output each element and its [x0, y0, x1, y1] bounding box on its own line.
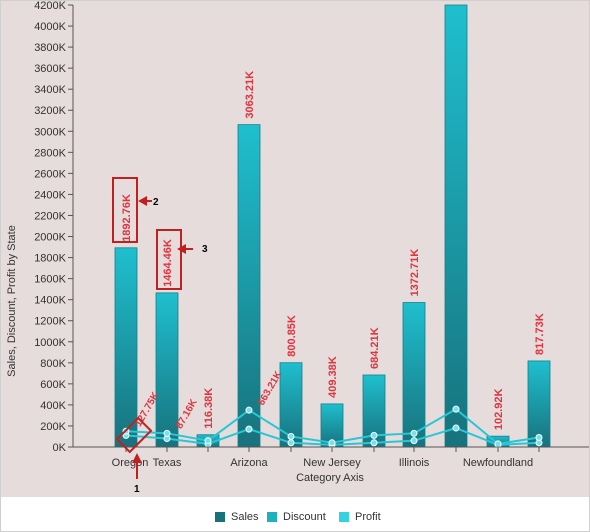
legend-label-discount: Discount	[283, 511, 326, 523]
x-tick-label: Newfoundland	[463, 457, 533, 469]
x-axis: Oregon Texas Arizona New Jersey Illinois Newf…	[73, 446, 589, 469]
legend-item-discount[interactable]: Discount	[267, 511, 326, 523]
callout-box-2	[112, 177, 138, 243]
y-tick-label: 1600K	[34, 274, 66, 286]
y-tick-label: 3200K	[34, 105, 66, 117]
profit-point	[452, 405, 460, 413]
y-tick-label: 2800K	[34, 147, 66, 159]
y-tick-label: 2000K	[34, 232, 66, 244]
sales-bar	[114, 247, 138, 448]
y-tick-label: 1200K	[34, 316, 66, 328]
y-axis-title: Sales, Discount, Profit by State	[6, 225, 18, 377]
callout-box-3	[156, 229, 182, 290]
x-axis-title: Category Axis	[296, 472, 364, 484]
y-tick-label: 3400K	[34, 84, 66, 96]
profit-point	[494, 440, 502, 448]
legend: Sales Discount Profit	[1, 497, 589, 531]
y-axis: 0K 200K 400K 600K 800K 1000K 1200K 1400K 1600K 18…	[34, 0, 74, 454]
y-tick-label: 4000K	[34, 21, 66, 33]
sales-data-label: 817.73K	[534, 313, 546, 355]
discount-point	[370, 439, 378, 447]
profit-point	[535, 434, 543, 442]
y-tick-label: 3000K	[34, 126, 66, 138]
sales-bar	[444, 4, 468, 448]
sales-data-label: 102.92K	[493, 389, 505, 431]
legend-item-sales[interactable]: Sales	[215, 511, 259, 523]
discount-point	[287, 439, 295, 447]
legend-label-sales: Sales	[231, 511, 259, 523]
sales-data-label: 1464.46K	[162, 239, 174, 287]
discount-point	[410, 437, 418, 445]
callout-arrow-2-head	[138, 196, 147, 206]
sales-data-label: 1372.71K	[409, 249, 421, 297]
y-tick-label: 400K	[40, 400, 66, 412]
callout-number-2: 2	[153, 197, 159, 208]
callout-number-3: 3	[202, 244, 208, 255]
y-tick-label: 800K	[40, 358, 66, 370]
y-tick-label: 2600K	[34, 168, 66, 180]
x-tick-label: Arizona	[230, 457, 268, 469]
y-tick-label: 1000K	[34, 337, 66, 349]
sales-bars	[114, 4, 551, 448]
y-tick-label: 2200K	[34, 210, 66, 222]
callout-arrow-1-head	[132, 453, 142, 463]
legend-swatch-discount	[267, 512, 277, 522]
profit-point	[204, 437, 212, 445]
legend-swatch-sales	[215, 512, 225, 522]
annotation-callouts: 2 3 1	[112, 177, 208, 495]
y-tick-label: 4200K	[34, 1, 66, 12]
x-tick-label: New Jersey	[303, 457, 361, 469]
callout-arrow-3-head	[177, 244, 186, 254]
legend-swatch-profit	[339, 512, 349, 522]
x-tick-label: Oregon	[112, 457, 149, 469]
sales-data-label: 800.85K	[286, 315, 298, 357]
y-tick-label: 2400K	[34, 189, 66, 201]
y-tick-label: 600K	[40, 379, 66, 391]
profit-point	[163, 429, 171, 437]
profit-point	[245, 406, 253, 414]
callout-number-1: 1	[134, 484, 140, 495]
sales-bar	[237, 124, 261, 448]
sales-bar	[402, 302, 426, 448]
sales-data-label: 1892.76K	[121, 194, 133, 242]
profit-point	[370, 431, 378, 439]
y-tick-label: 1800K	[34, 253, 66, 265]
y-tick-label: 1400K	[34, 295, 66, 307]
sales-data-label: 409.38K	[327, 356, 339, 398]
legend-item-profit[interactable]: Profit	[339, 511, 381, 523]
callout-box-1	[115, 416, 153, 454]
chart-canvas: 0K200K400K600K800K1000K1200K1400K1600K18…	[6, 0, 589, 495]
legend-label-profit: Profit	[355, 511, 381, 523]
profit-point	[328, 439, 336, 447]
sales-data-label: 684.21K	[369, 327, 381, 369]
discount-point	[245, 425, 253, 433]
sales-data-label: 116.38K	[203, 388, 215, 429]
profit-point	[287, 432, 295, 440]
sales-data-label: 3063.21K	[244, 71, 256, 119]
x-tick-label: Texas	[153, 457, 182, 469]
y-tick-label: 3800K	[34, 42, 66, 54]
y-tick-label: 3600K	[34, 63, 66, 75]
y-tick-label: 200K	[40, 421, 66, 433]
x-tick-label: Illinois	[399, 457, 430, 469]
y-tick-label: 0K	[53, 442, 67, 454]
discount-point	[452, 424, 460, 432]
profit-point	[410, 429, 418, 437]
